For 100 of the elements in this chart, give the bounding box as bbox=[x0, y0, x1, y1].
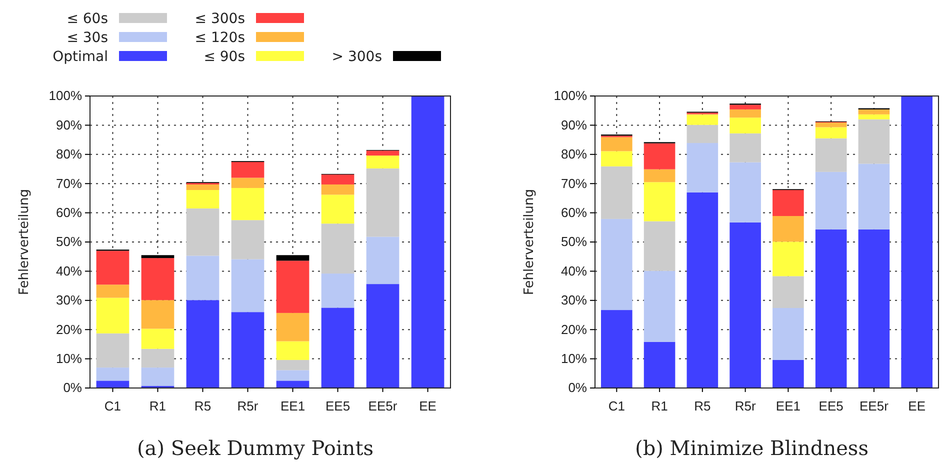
bar bbox=[276, 360, 310, 370]
bar bbox=[729, 104, 760, 110]
bar bbox=[141, 328, 174, 349]
bar bbox=[141, 258, 174, 300]
legend-label: Optimal bbox=[52, 49, 108, 65]
y-tick-label: 50% bbox=[56, 234, 82, 250]
bar bbox=[321, 184, 354, 195]
text: (a) Seek Dummy Points bbox=[136, 436, 374, 460]
bar bbox=[686, 143, 718, 192]
y-tick-label: 100% bbox=[48, 88, 82, 104]
bar bbox=[772, 190, 804, 216]
x-tick-label: EE5r bbox=[368, 398, 398, 414]
bar bbox=[600, 151, 632, 166]
y-tick-label: 80% bbox=[56, 146, 82, 162]
bar bbox=[321, 174, 354, 184]
x-tick-label: EE bbox=[908, 398, 926, 414]
bar bbox=[686, 114, 718, 125]
bar bbox=[643, 169, 675, 182]
y-tick-label: 0% bbox=[568, 380, 587, 396]
bar bbox=[231, 178, 264, 188]
bar bbox=[96, 380, 130, 388]
bar bbox=[231, 259, 264, 312]
bar bbox=[643, 182, 675, 222]
x-tick-label: EE1 bbox=[775, 398, 800, 414]
bar bbox=[366, 156, 400, 168]
y-axis-title: Fehlerverteilung bbox=[17, 188, 32, 296]
bar bbox=[729, 222, 760, 388]
x-tick-label: EE5 bbox=[325, 398, 350, 414]
bar bbox=[600, 218, 632, 310]
bar bbox=[858, 164, 890, 230]
x-tick-label: R5 bbox=[194, 398, 212, 414]
legend-label: > 300s bbox=[332, 49, 382, 65]
x-tick-label: R5r bbox=[237, 398, 259, 414]
bar bbox=[186, 190, 220, 208]
bar bbox=[231, 220, 264, 260]
bar bbox=[276, 312, 310, 342]
x-tick-label: EE1 bbox=[280, 398, 306, 414]
bar bbox=[643, 143, 675, 170]
legend-label: ≤ 120s bbox=[194, 30, 245, 46]
x-tick-label: R5 bbox=[694, 398, 710, 414]
bar bbox=[366, 168, 400, 237]
bar bbox=[814, 229, 846, 388]
bar bbox=[643, 342, 675, 388]
bar bbox=[276, 341, 310, 360]
bar bbox=[600, 310, 632, 388]
bar bbox=[858, 114, 890, 120]
bar bbox=[321, 308, 354, 388]
bar bbox=[858, 119, 890, 164]
bar bbox=[772, 216, 804, 242]
bar bbox=[276, 370, 310, 381]
bar bbox=[366, 150, 400, 156]
bar bbox=[96, 368, 130, 381]
y-tick-label: 80% bbox=[560, 146, 587, 162]
bar bbox=[276, 260, 310, 313]
bar bbox=[814, 138, 846, 172]
x-tick-label: R1 bbox=[650, 398, 668, 414]
bar bbox=[186, 208, 220, 256]
bar bbox=[643, 221, 675, 271]
y-tick-label: 30% bbox=[56, 292, 82, 308]
bar bbox=[231, 312, 264, 388]
bar bbox=[686, 124, 718, 144]
y-tick-label: 50% bbox=[560, 234, 587, 250]
bar bbox=[96, 250, 130, 285]
y-tick-label: 20% bbox=[560, 322, 587, 337]
bar bbox=[729, 162, 760, 222]
bar bbox=[772, 308, 804, 360]
y-tick-label: 60% bbox=[560, 204, 587, 220]
bar bbox=[814, 122, 846, 128]
legend-label: ≤ 30s bbox=[66, 30, 108, 46]
y-tick-label: 10% bbox=[56, 350, 82, 366]
y-tick-label: 90% bbox=[56, 117, 82, 132]
bar bbox=[858, 109, 890, 114]
bar bbox=[366, 284, 400, 388]
bar bbox=[321, 194, 354, 224]
y-tick-label: 0% bbox=[63, 380, 82, 396]
y-tick-label: 60% bbox=[56, 204, 82, 220]
bar bbox=[186, 300, 220, 388]
bar bbox=[772, 360, 804, 388]
bar bbox=[643, 270, 675, 342]
x-tick-label: R1 bbox=[149, 398, 166, 414]
bar bbox=[686, 192, 718, 388]
bar bbox=[276, 255, 310, 261]
legend-label: ≤ 60s bbox=[66, 11, 108, 27]
y-tick-label: 40% bbox=[560, 263, 587, 278]
bar bbox=[600, 137, 632, 152]
x-tick-label: EE5r bbox=[859, 398, 889, 414]
text: (b) Minimize Blindness bbox=[634, 436, 868, 460]
bar bbox=[141, 348, 174, 368]
y-tick-label: 40% bbox=[56, 263, 82, 278]
x-tick-label: R5r bbox=[734, 398, 756, 414]
bar bbox=[96, 298, 130, 334]
bar bbox=[231, 162, 264, 178]
y-tick-label: 70% bbox=[560, 176, 587, 191]
bar bbox=[186, 256, 220, 300]
bar bbox=[729, 109, 760, 118]
x-tick-label: EE bbox=[419, 398, 437, 414]
x-tick-label: C1 bbox=[104, 398, 122, 414]
bar bbox=[900, 96, 932, 388]
y-tick-label: 10% bbox=[560, 350, 587, 366]
bar bbox=[772, 276, 804, 308]
